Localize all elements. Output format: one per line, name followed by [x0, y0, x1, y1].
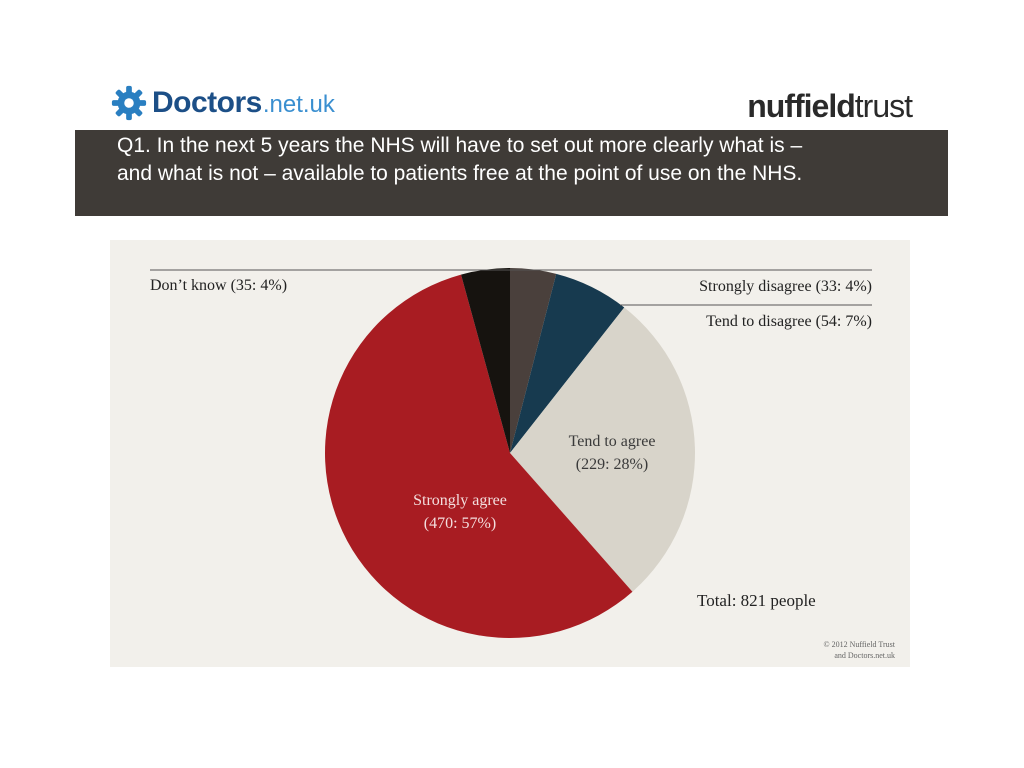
doctors-net-uk-logo: Doctors .net.uk	[110, 82, 335, 124]
question-text: Q1. In the next 5 years the NHS will hav…	[117, 134, 803, 185]
label-dont-know: Don’t know (35: 4%)	[150, 277, 287, 294]
pie-slice-strongly-disagree	[510, 268, 557, 453]
label-tend-to-agree-line1: Tend to agree	[569, 433, 656, 450]
copyright-line1: © 2012 Nuffield Trust	[824, 640, 896, 649]
logo-left-main-text: Doctors	[152, 86, 262, 119]
pie-slices	[324, 268, 695, 638]
label-strongly-disagree: Strongly disagree (33: 4%)	[699, 278, 872, 295]
question-banner: Q1. In the next 5 years the NHS will hav…	[75, 130, 948, 216]
logo-right-first-word: nuffield	[747, 88, 856, 124]
pie-slice-tend-to-agree	[510, 307, 695, 592]
pie-slice-strongly-agree	[324, 274, 633, 638]
pie-slice-tend-to-disagree	[510, 273, 625, 453]
chart-panel: Don’t know (35: 4%) Strongly disagree (3…	[110, 240, 910, 667]
label-strongly-agree-line2: (470: 57%)	[424, 515, 496, 532]
label-strongly-agree-line1: Strongly agree	[413, 492, 507, 509]
logo-left-sub-text: .net.uk	[262, 91, 335, 118]
nuffield-trust-logo: nuffieldtrust	[747, 88, 913, 125]
total-label: Total: 821 people	[697, 591, 816, 610]
gear-icon	[111, 85, 147, 121]
copyright-line2: and Doctors.net.uk	[834, 651, 895, 660]
pie-chart: Don’t know (35: 4%) Strongly disagree (3…	[150, 268, 896, 660]
label-tend-to-agree-line2: (229: 28%)	[576, 456, 648, 473]
logo-right-second-word: trust	[854, 88, 913, 124]
pie-slice-don-t-know	[461, 268, 510, 453]
label-tend-to-disagree: Tend to disagree (54: 7%)	[706, 313, 872, 330]
